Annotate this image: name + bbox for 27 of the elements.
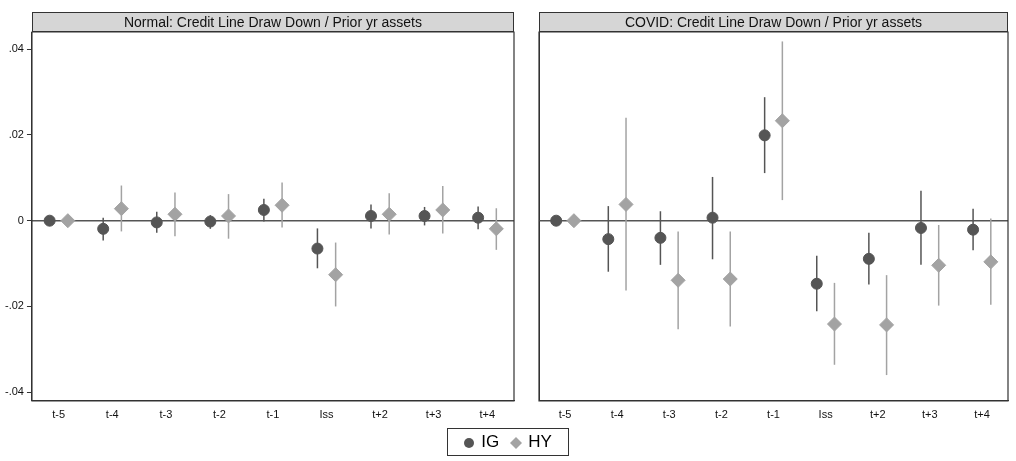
y-tick-label: .04 [8,42,24,55]
chart-title: COVID: Credit Line Draw Down / Prior yr assets [539,12,1008,32]
legend-label: IG [481,432,500,451]
x-tick-label: t+2 [372,408,388,421]
x-tick-label: t+3 [425,408,442,421]
x-tick-label: t-4 [610,408,624,421]
x-tick-label: t-5 [558,408,572,421]
x-tick-label: t-1 [266,408,280,421]
chart-title: Normal: Credit Line Draw Down / Prior yr assets [31,12,514,32]
y-tick-label: 0 [17,213,24,226]
y-tick-label: -.04 [4,385,24,398]
x-tick-label: t-3 [159,408,173,421]
y-tick-label: -.02 [4,299,24,312]
legend-label: HY [528,432,552,451]
x-tick-label: t+4 [479,408,496,421]
x-tick-label: t+2 [869,408,886,421]
x-tick-label: t-2 [714,408,728,421]
x-tick-label: t-3 [662,408,676,421]
x-tick-label: t+3 [922,408,938,421]
x-tick-label: Iss [319,408,335,421]
x-tick-label: Iss [818,408,834,421]
x-tick-label: t-4 [105,408,119,421]
x-tick-label: t-2 [212,408,226,421]
x-tick-label: t+4 [974,408,990,421]
y-tick-label: .02 [8,127,24,140]
x-tick-label: t-5 [52,408,66,421]
x-tick-label: t-1 [767,408,780,421]
